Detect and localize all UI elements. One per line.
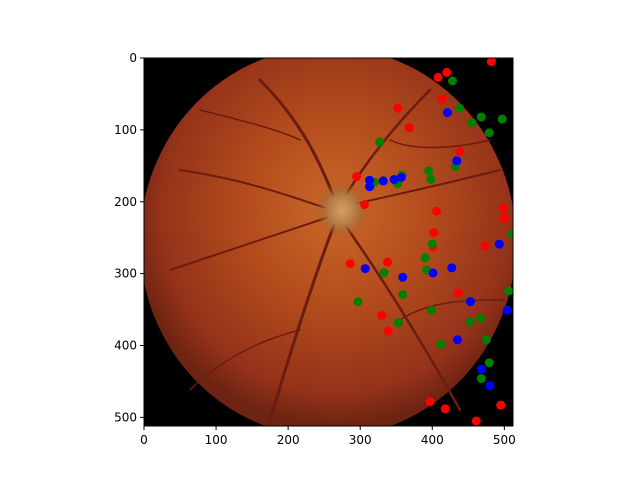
point-series-1-24 — [476, 313, 486, 323]
x-tick-label: 200 — [277, 433, 300, 447]
point-series-2-3 — [365, 175, 375, 185]
y-tick-label: 100 — [114, 123, 137, 137]
point-series-1-11 — [426, 174, 436, 184]
point-series-1-6 — [375, 137, 385, 147]
point-series-2-5 — [389, 174, 399, 184]
point-series-0-0 — [486, 58, 496, 67]
point-series-0-22 — [471, 416, 481, 426]
point-series-1-21 — [393, 318, 403, 327]
x-tick-label: 500 — [493, 433, 516, 447]
point-series-1-25 — [481, 335, 491, 345]
point-series-2-14 — [502, 305, 512, 315]
point-series-2-7 — [494, 239, 504, 249]
point-series-2-8 — [360, 264, 370, 274]
point-series-1-3 — [476, 112, 486, 122]
point-series-1-28 — [504, 286, 513, 296]
point-series-0-16 — [383, 257, 393, 267]
point-series-0-21 — [440, 404, 450, 414]
point-series-1-26 — [484, 358, 494, 368]
point-series-0-23 — [496, 400, 506, 410]
point-series-2-16 — [485, 381, 495, 391]
point-series-1-23 — [465, 317, 475, 327]
point-series-0-15 — [345, 259, 355, 269]
point-series-0-4 — [393, 103, 403, 113]
point-series-0-14 — [499, 213, 509, 223]
point-series-0-7 — [352, 172, 362, 182]
y-tick-label: 400 — [114, 339, 137, 353]
point-series-1-1 — [455, 103, 465, 113]
point-series-2-0 — [442, 108, 452, 118]
point-series-0-17 — [453, 288, 463, 298]
point-series-1-15 — [420, 253, 430, 263]
scatter-points — [345, 58, 513, 426]
x-axis: 0 100 200 300 400 500 — [140, 426, 516, 447]
y-tick-label: 300 — [114, 267, 137, 281]
point-series-1-4 — [497, 114, 507, 124]
y-tick-label: 500 — [114, 410, 137, 424]
point-series-0-12 — [480, 241, 490, 251]
y-tick-label: 0 — [129, 51, 137, 65]
point-series-0-20 — [425, 397, 435, 407]
point-series-1-5 — [484, 128, 494, 138]
point-series-0-3 — [437, 94, 447, 104]
point-series-1-13 — [507, 229, 513, 239]
point-series-0-19 — [383, 326, 393, 336]
point-series-2-6 — [396, 172, 406, 182]
point-series-2-12 — [465, 297, 475, 307]
point-series-2-9 — [428, 268, 438, 278]
point-series-2-10 — [398, 272, 408, 282]
point-series-1-17 — [379, 268, 389, 278]
point-series-0-5 — [404, 123, 414, 133]
y-axis: 0 100 200 300 400 500 — [114, 51, 144, 424]
point-series-1-0 — [447, 76, 457, 86]
plot-area — [144, 58, 513, 426]
point-series-0-8 — [360, 200, 370, 210]
y-tick-label: 200 — [114, 195, 137, 209]
point-series-0-10 — [429, 228, 439, 238]
point-series-0-1 — [442, 67, 452, 77]
point-series-1-19 — [353, 297, 363, 307]
point-series-0-18 — [377, 310, 387, 320]
point-series-2-4 — [378, 176, 388, 186]
point-series-1-10 — [424, 166, 434, 176]
x-tick-label: 100 — [205, 433, 228, 447]
x-tick-label: 400 — [421, 433, 444, 447]
point-series-2-2 — [365, 182, 375, 192]
point-series-1-14 — [427, 239, 437, 249]
point-series-1-20 — [427, 305, 437, 315]
point-series-2-13 — [453, 335, 463, 345]
point-series-0-13 — [498, 203, 508, 213]
point-series-1-18 — [398, 289, 408, 299]
point-series-1-27 — [476, 374, 486, 384]
point-series-0-2 — [433, 72, 443, 82]
point-series-1-22 — [436, 339, 446, 349]
optic-disc — [316, 182, 368, 238]
x-tick-label: 300 — [349, 433, 372, 447]
x-tick-label: 0 — [140, 433, 148, 447]
point-series-2-15 — [476, 364, 486, 374]
point-series-0-6 — [455, 146, 465, 156]
axes-frame — [143, 57, 514, 427]
point-series-0-9 — [432, 206, 442, 216]
point-series-2-1 — [452, 156, 462, 166]
point-series-2-11 — [447, 263, 457, 273]
point-series-1-2 — [467, 118, 477, 128]
